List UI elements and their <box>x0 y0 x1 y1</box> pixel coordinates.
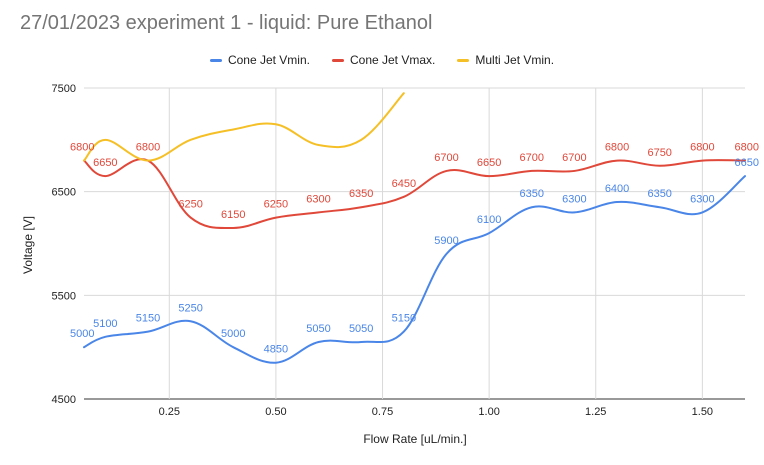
data-label: 6300 <box>306 193 330 205</box>
data-label: 5050 <box>306 323 330 335</box>
data-label: 6100 <box>477 214 501 226</box>
legend-item-multi-jet-vmin[interactable]: Multi Jet Vmin. <box>457 52 554 68</box>
data-label: 5150 <box>136 313 160 325</box>
series-layer <box>83 92 746 364</box>
x-tick-label: 0.75 <box>372 406 393 418</box>
data-label: 6650 <box>735 157 759 169</box>
data-label: 6150 <box>221 209 245 221</box>
data-label: 6350 <box>520 188 544 200</box>
data-label: 6700 <box>562 152 586 164</box>
y-tick-label: 6500 <box>52 187 76 199</box>
y-tick-label: 5500 <box>52 290 76 302</box>
x-tick-label: 1.00 <box>478 406 499 418</box>
data-label: 6300 <box>562 193 586 205</box>
data-label: 6700 <box>520 152 544 164</box>
x-tick-label: 1.25 <box>585 406 606 418</box>
x-axis-title: Flow Rate [uL/min.] <box>363 432 467 446</box>
data-label: 6350 <box>647 188 671 200</box>
data-label: 6250 <box>178 199 202 211</box>
x-tick-label: 0.50 <box>265 406 286 418</box>
data-label: 5000 <box>70 328 94 340</box>
legend-swatch-cone-jet-vmax <box>331 58 344 62</box>
data-label: 6800 <box>605 142 629 154</box>
y-axis-title: Voltage [V] <box>21 215 35 275</box>
data-label: 6650 <box>477 157 501 169</box>
data-label: 6800 <box>70 142 94 154</box>
data-label: 6750 <box>647 147 671 159</box>
legend-label-cone-jet-vmin: Cone Jet Vmin. <box>227 53 310 67</box>
legend-item-cone-jet-vmax[interactable]: Cone Jet Vmax. <box>331 52 436 68</box>
data-label: 6250 <box>264 199 288 211</box>
legend-swatch-multi-jet-vmin <box>457 58 470 62</box>
data-label: 6800 <box>136 142 160 154</box>
y-tick-label: 7500 <box>52 83 76 95</box>
data-label: 5050 <box>349 323 373 335</box>
x-tick-label: 0.25 <box>159 406 180 418</box>
data-label: 4850 <box>264 344 288 356</box>
data-label: 6700 <box>434 152 458 164</box>
data-label: 5000 <box>221 328 245 340</box>
data-label: 6450 <box>392 178 416 190</box>
data-label: 6800 <box>735 142 759 154</box>
x-tick-label: 1.50 <box>692 406 713 418</box>
chart-title: 27/01/2023 experiment 1 - liquid: Pure E… <box>20 12 433 34</box>
series-line-cone-jet-vmin <box>83 175 746 364</box>
data-label: 6350 <box>349 188 373 200</box>
data-label: 6650 <box>93 157 117 169</box>
axis-layer: 4500 5500 6500 7500 0.25 0.50 0.75 1.00 1.25 1.50 <box>52 83 714 418</box>
data-label: 6400 <box>605 183 629 195</box>
data-label: 5100 <box>93 318 117 330</box>
legend: Cone Jet Vmin. Cone Jet Vmax. Multi Jet … <box>0 52 764 68</box>
legend-swatch-cone-jet-vmin <box>209 58 222 62</box>
data-label: 5250 <box>178 302 202 314</box>
legend-item-cone-jet-vmin[interactable]: Cone Jet Vmin. <box>209 52 310 68</box>
legend-label-multi-jet-vmin: Multi Jet Vmin. <box>475 53 555 67</box>
legend-label-cone-jet-vmax: Cone Jet Vmax. <box>349 53 436 67</box>
series-line-multi-jet-vmin <box>83 92 405 162</box>
grid-layer <box>84 87 745 400</box>
data-label: 5900 <box>434 235 458 247</box>
data-label: 5150 <box>392 313 416 325</box>
data-label: 6800 <box>690 142 714 154</box>
y-tick-label: 4500 <box>52 394 76 406</box>
data-label: 6300 <box>690 193 714 205</box>
series-line-cone-jet-vmax <box>83 158 746 230</box>
